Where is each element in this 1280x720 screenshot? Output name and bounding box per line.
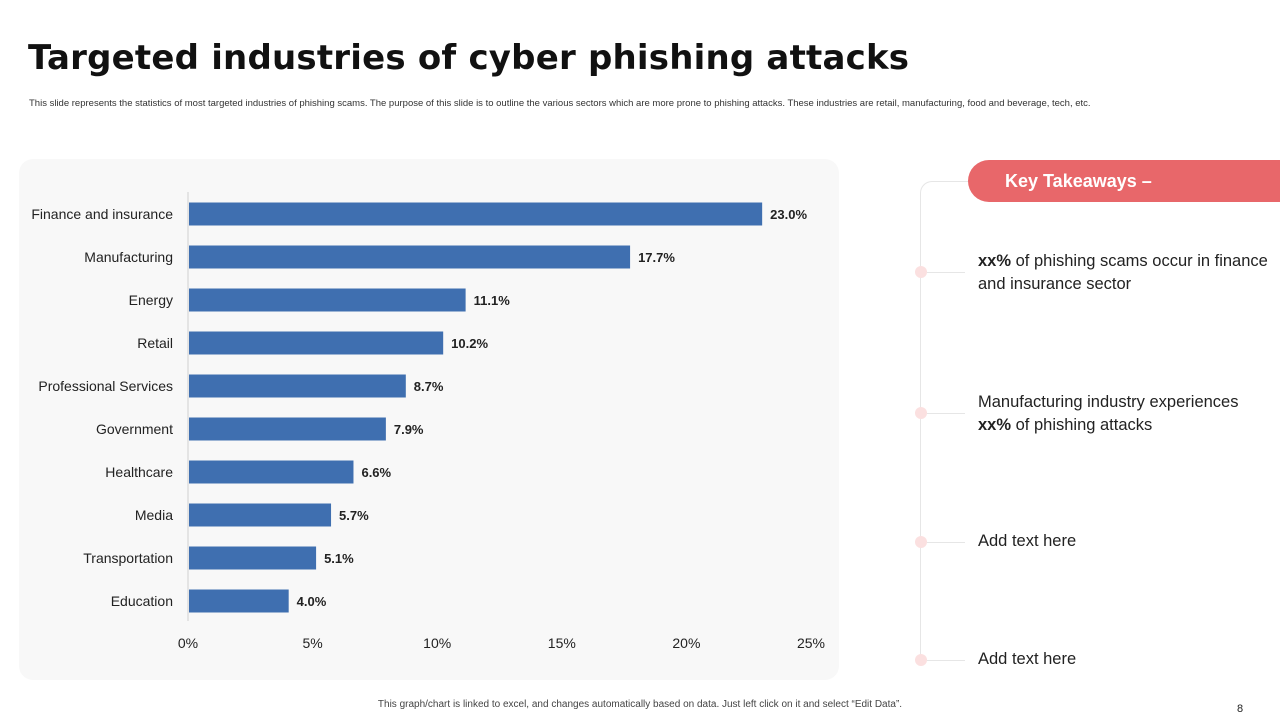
value-label-healthcare: 6.6% [361,465,391,480]
value-label-media: 5.7% [339,508,369,523]
timeline-connector [927,542,965,543]
category-label-government: Government [96,421,173,437]
key-takeaways-header: Key Takeaways – [968,160,1280,202]
footer-note: This graph/chart is linked to excel, and… [377,699,903,710]
takeaway-item-4[interactable]: Add text here [978,648,1268,671]
takeaway-2-highlight: xx% [978,416,1012,434]
page-number: 8 [1237,703,1244,715]
x-tick-label: 10% [423,635,451,651]
timeline-connector [927,272,965,273]
timeline-dot [915,266,927,278]
key-takeaways-label: Key Takeaways – [1005,171,1152,191]
takeaway-2-text-after: of phishing attacks [1011,416,1153,434]
bar-chart[interactable]: Finance and insurance 23.0% Manufacturing 1… [19,159,839,680]
category-label-education: Education [111,593,173,609]
category-label-professional-services: Professional Services [38,378,173,394]
timeline-connector [927,413,965,414]
category-label-retail: Retail [137,335,173,351]
bar-energy[interactable] [189,288,466,312]
slide-title: Targeted industries of cyber phishing at… [28,38,910,78]
x-tick-label: 0% [178,635,198,651]
takeaway-item-2[interactable]: Manufacturing industry experiences xx% o… [978,391,1268,437]
takeaway-4-text: Add text here [978,650,1077,668]
timeline-connector [927,660,965,661]
takeaway-1-highlight: xx% [978,252,1012,270]
value-label-finance-and-insurance: 23.0% [770,207,807,222]
bar-government[interactable] [189,417,386,441]
bar-manufacturing[interactable] [189,245,631,269]
bar-transportation[interactable] [189,546,317,570]
x-tick-label: 20% [672,635,700,651]
value-label-energy: 11.1% [474,293,511,308]
slide-subtitle: This slide represents the statistics of … [29,98,1091,109]
category-label-manufacturing: Manufacturing [84,249,173,265]
value-label-transportation: 5.1% [324,551,354,566]
category-label-transportation: Transportation [83,550,173,566]
takeaway-1-text: of phishing scams occur in finance and i… [978,252,1268,293]
bar-education[interactable] [189,589,289,613]
bar-retail[interactable] [189,331,444,355]
takeaway-item-3[interactable]: Add text here [978,530,1268,553]
bar-healthcare[interactable] [189,460,354,484]
timeline-dot [915,407,927,419]
x-tick-label: 25% [797,635,825,651]
value-label-professional-services: 8.7% [414,379,444,394]
category-label-healthcare: Healthcare [105,464,173,480]
bar-media[interactable] [189,503,332,527]
bar-finance-and-insurance[interactable] [189,202,763,226]
x-tick-label: 15% [548,635,576,651]
category-label-finance-and-insurance: Finance and insurance [31,206,173,222]
x-tick-label: 5% [302,635,322,651]
bar-professional-services[interactable] [189,374,406,398]
timeline-dot [915,654,927,666]
timeline-dot [915,536,927,548]
value-label-government: 7.9% [394,422,424,437]
category-label-energy: Energy [129,292,173,308]
takeaway-item-1[interactable]: xx% of phishing scams occur in finance a… [978,250,1268,296]
value-label-education: 4.0% [297,594,327,609]
chart-panel[interactable]: Finance and insurance 23.0% Manufacturing 1… [19,159,839,680]
value-label-manufacturing: 17.7% [638,250,675,265]
category-label-media: Media [135,507,173,523]
value-label-retail: 10.2% [451,336,488,351]
timeline-connector-top [920,181,971,194]
takeaway-2-text: Manufacturing industry experiences [978,393,1239,411]
timeline-line [920,193,921,660]
takeaway-3-text: Add text here [978,532,1077,550]
